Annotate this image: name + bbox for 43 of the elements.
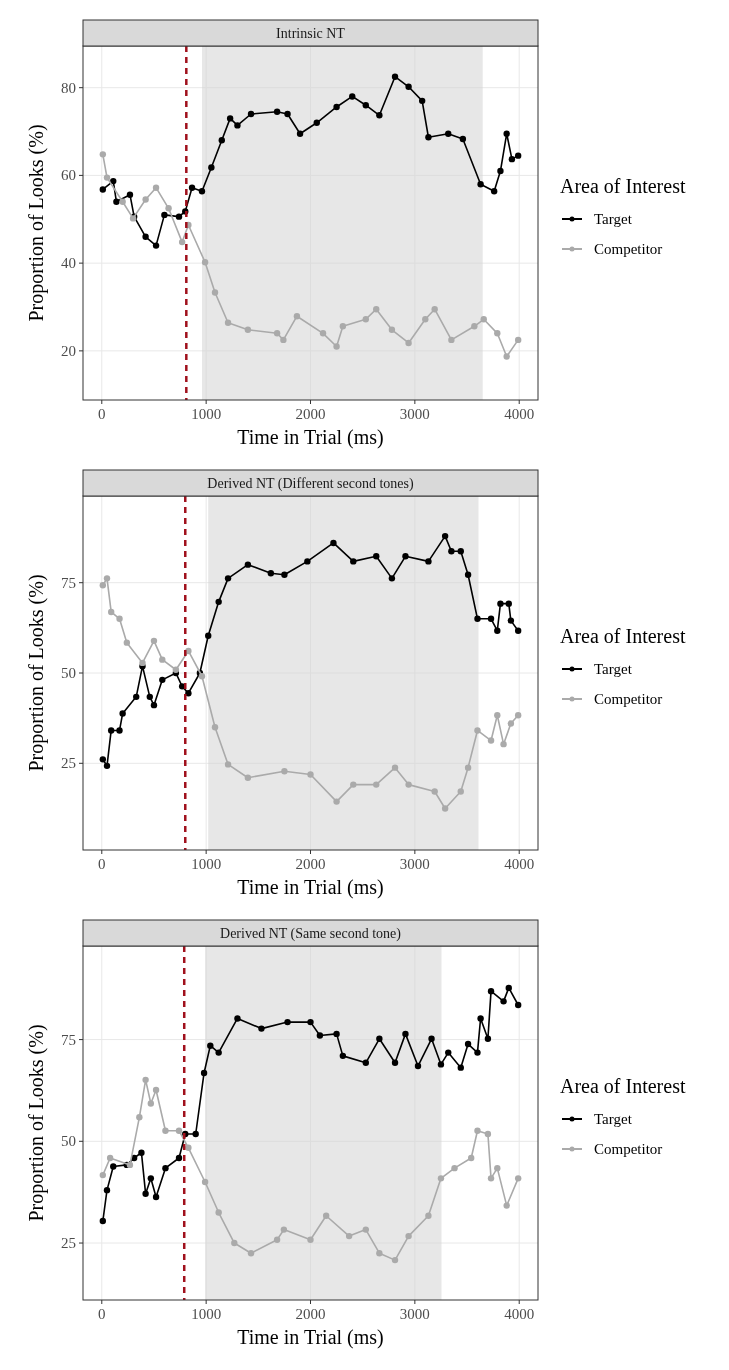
legend-label: Target: [594, 661, 633, 677]
legend-title: Area of Interest: [560, 625, 686, 647]
x-axis-title: Time in Trial (ms): [237, 426, 384, 449]
y-tick-label: 20: [61, 342, 76, 359]
x-axis-title: Time in Trial (ms): [237, 1326, 384, 1349]
x-tick-label: 2000: [295, 406, 326, 422]
y-tick-label: 25: [61, 1235, 76, 1252]
y-tick-label: 80: [61, 79, 76, 96]
x-tick-label: 1000: [191, 856, 222, 872]
y-tick-label: 60: [61, 167, 76, 184]
y-tick-label: 75: [61, 1031, 76, 1048]
x-tick-label: 0: [98, 856, 106, 872]
y-axis-title: Proportion of Looks (%): [25, 1024, 48, 1222]
y-tick-label: 40: [61, 255, 76, 272]
y-tick-label: 75: [61, 574, 76, 591]
x-axis-title: Time in Trial (ms): [237, 876, 384, 899]
x-tick-label: 0: [98, 406, 106, 422]
x-tick-label: 4000: [504, 856, 535, 872]
y-axis-title: Proportion of Looks (%): [25, 124, 48, 322]
legend-label: Target: [594, 211, 633, 227]
legend-label: Competitor: [594, 691, 663, 707]
legend-title: Area of Interest: [560, 175, 686, 197]
x-tick-label: 2000: [295, 856, 326, 872]
y-tick-label: 50: [61, 665, 76, 681]
x-tick-label: 2000: [295, 1306, 326, 1322]
x-tick-label: 1000: [191, 1306, 222, 1322]
chart-title: Intrinsic NT: [276, 26, 346, 41]
legend-label: Competitor: [594, 241, 663, 257]
x-tick-label: 3000: [399, 856, 430, 872]
x-tick-label: 0: [98, 1306, 106, 1322]
x-tick-label: 3000: [399, 1306, 430, 1322]
x-tick-label: 4000: [504, 406, 535, 422]
chart-title: Derived NT (Different second tones): [207, 476, 414, 492]
legend-title: Area of Interest: [560, 1075, 686, 1097]
y-axis-title: Proportion of Looks (%): [25, 574, 48, 772]
legend-label: Competitor: [594, 1141, 663, 1157]
chart-title: Derived NT (Same second tone): [220, 926, 402, 942]
y-tick-label: 50: [61, 1133, 76, 1150]
legend-label: Target: [594, 1111, 633, 1127]
x-tick-label: 1000: [191, 406, 222, 422]
x-tick-label: 4000: [504, 1306, 535, 1322]
y-tick-label: 25: [61, 755, 76, 772]
x-tick-label: 3000: [399, 406, 430, 422]
